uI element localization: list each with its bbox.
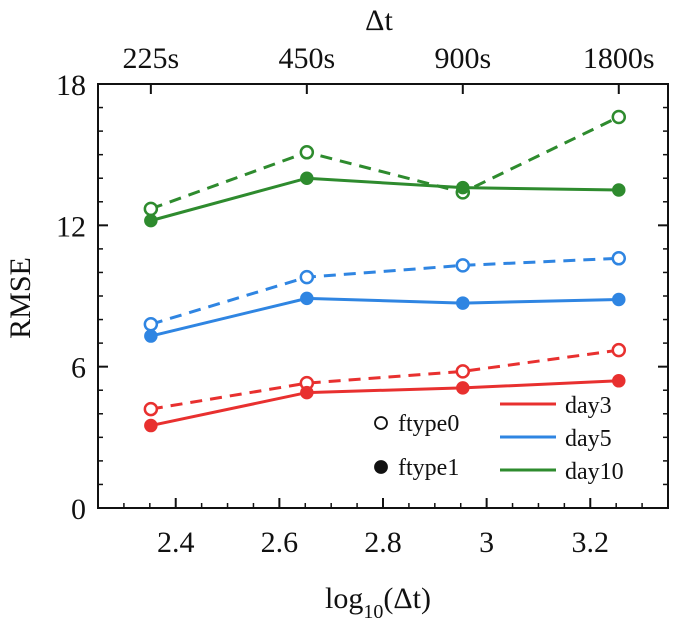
data-point: [456, 296, 470, 310]
legend-label-day3: day3: [565, 393, 612, 419]
series-day3-ftype1: [144, 374, 626, 433]
top-axis-title: Δt: [365, 4, 393, 37]
y-axis-title: RMSE: [4, 257, 37, 339]
data-point: [143, 317, 159, 332]
legend-label-day5: day5: [565, 426, 612, 452]
series-line: [150, 348, 619, 411]
legend-label-ftype1: ftype1: [398, 455, 459, 481]
data-point: [299, 269, 315, 285]
y-tick-label: 0: [71, 493, 86, 526]
y-tick-label: 6: [71, 352, 86, 385]
data-point: [300, 385, 314, 400]
top-tick-label: 900s: [434, 42, 491, 75]
series-day10-ftype0: [143, 109, 627, 217]
data-point: [612, 292, 626, 307]
x-tick-label: 2.4: [157, 526, 195, 559]
legend-label-day10: day10: [565, 459, 624, 485]
data-point: [300, 171, 314, 185]
data-point: [144, 213, 158, 228]
data-point: [611, 342, 627, 358]
data-point: [456, 180, 470, 195]
data-point: [611, 109, 627, 125]
data-point: [299, 145, 315, 160]
y-tick-label: 12: [56, 210, 86, 243]
data-point: [144, 418, 158, 433]
series-line: [150, 379, 619, 428]
plot-frame: [97, 83, 669, 509]
tick-labels: 0 6 12 18 2.4 2.6 2.8 3 3.2 225s 450s 900s 1800s: [56, 42, 655, 559]
data-point: [144, 329, 158, 343]
data-point: [612, 374, 626, 388]
top-tick-label: 225s: [123, 42, 180, 75]
series-line: [150, 256, 619, 326]
series-layer: [143, 109, 627, 433]
x-tick-label: 3.2: [572, 526, 610, 559]
legend-marker-ftype0: [374, 416, 388, 430]
data-point: [143, 201, 159, 217]
series-day5-ftype0: [143, 251, 627, 332]
data-point: [300, 291, 314, 306]
x-tick-label: 3: [479, 526, 494, 559]
x-axis-title: log10(Δt): [325, 582, 431, 623]
x-axis-title-sub: 10: [363, 601, 383, 623]
series-day5-ftype1: [144, 291, 626, 343]
data-point: [612, 183, 626, 197]
data-point: [143, 401, 159, 417]
series-line: [150, 176, 619, 223]
data-point: [611, 251, 627, 266]
data-point: [455, 258, 471, 273]
data-point: [455, 364, 471, 379]
x-tick-label: 2.8: [364, 526, 402, 559]
x-tick-label: 2.6: [261, 526, 299, 559]
y-tick-label: 18: [56, 69, 86, 102]
legend: ftype0 ftype1 day3 day5 day10: [374, 393, 624, 485]
top-tick-label: 1800s: [583, 42, 655, 75]
series-line: [150, 296, 619, 338]
top-tick-label: 450s: [278, 42, 335, 75]
x-axis-title-base: log: [325, 582, 363, 615]
series-day3-ftype0: [143, 342, 627, 417]
series-line: [150, 115, 620, 211]
legend-label-ftype0: ftype0: [398, 411, 459, 437]
legend-marker-ftype1: [374, 460, 388, 474]
x-axis-title-rest: (Δt): [383, 582, 431, 615]
data-point: [456, 381, 470, 395]
series-day10-ftype1: [144, 171, 626, 228]
